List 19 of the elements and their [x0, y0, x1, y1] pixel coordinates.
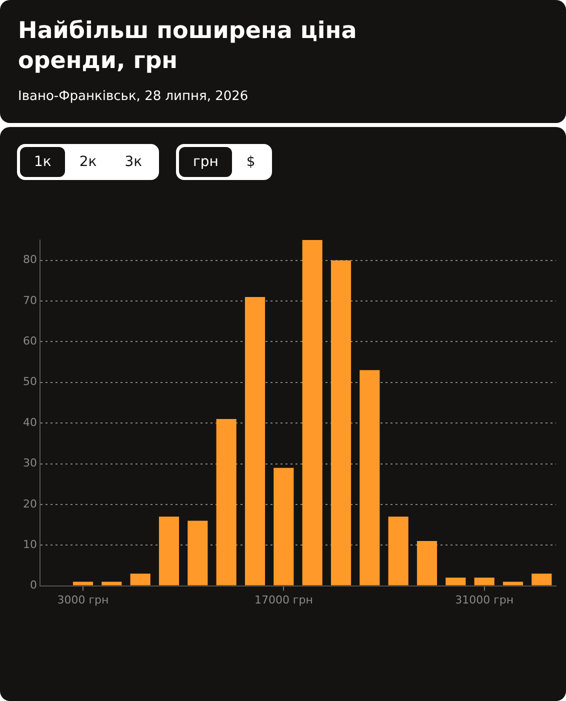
- y-tick-label: 20: [22, 497, 37, 510]
- text: 1к: [20, 147, 66, 177]
- x-tick-label: 3000 грн: [57, 593, 109, 606]
- text: грн: [179, 147, 232, 177]
- x-tick-label: 31000 грн: [455, 593, 514, 606]
- y-tick-label: 50: [22, 375, 37, 388]
- text: 3к: [124, 153, 144, 172]
- text: $: [245, 153, 256, 172]
- x-tick-label: 17000 грн: [254, 593, 313, 606]
- text: 2к: [78, 153, 98, 172]
- y-tick-label: 0: [30, 578, 37, 592]
- y-tick-label: 10: [22, 538, 37, 551]
- chart-subtitle: Івано-Франківськ, 28 липня, 2026: [18, 89, 248, 104]
- y-tick-label: 60: [22, 334, 37, 348]
- chart-title: Найбільш поширена ціна оренди, грн: [18, 17, 358, 76]
- y-tick-label: 40: [22, 416, 37, 429]
- y-tick-label: 30: [22, 456, 37, 470]
- y-tick-label: 70: [22, 294, 37, 307]
- y-tick-label: 80: [22, 253, 37, 266]
